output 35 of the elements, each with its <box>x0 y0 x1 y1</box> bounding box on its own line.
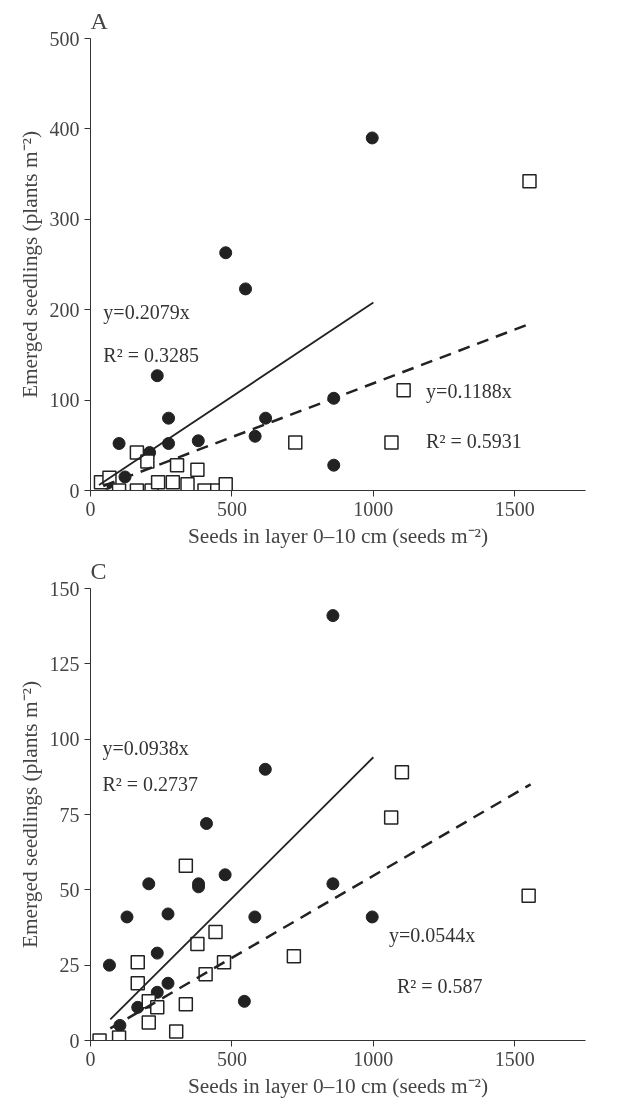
y-axis-title: Emerged seedlings (plants m⁻²) <box>17 680 42 949</box>
y-tick-label: 200 <box>49 298 80 321</box>
y-tick-label: 100 <box>49 389 80 412</box>
x-tick-label: 1000 <box>353 497 394 520</box>
x-tick-label: 500 <box>216 497 247 520</box>
x-tick-label: 1500 <box>494 497 535 520</box>
x-tick-label: 500 <box>216 1047 247 1070</box>
y-tick-label: 0 <box>69 1029 80 1052</box>
annotation: y=0.1188x <box>426 380 512 404</box>
annotation: R² = 0.3285 <box>103 343 199 366</box>
y-tick-label: 400 <box>49 117 80 140</box>
y-axis-title: Emerged seedlings (plants m⁻²) <box>17 130 42 399</box>
y-tick-label: 50 <box>59 878 80 901</box>
x-tick-label: 1000 <box>353 1047 394 1070</box>
annotation: R² = 0.5931 <box>426 429 522 452</box>
chart-title: C <box>90 557 107 584</box>
annotation: R² = 0.587 <box>396 975 483 998</box>
y-tick-label: 150 <box>49 577 80 600</box>
annotation: y=0.2079x <box>103 301 190 325</box>
chart-title: A <box>90 7 109 34</box>
y-tick-label: 75 <box>59 803 80 826</box>
y-tick-label: 300 <box>49 208 80 231</box>
annotation: y=0.0938x <box>102 737 189 761</box>
annotation: R² = 0.2737 <box>102 773 199 796</box>
y-tick-label: 0 <box>69 479 80 502</box>
x-axis-title: Seeds in layer 0–10 cm (seeds m⁻²) <box>187 1073 489 1098</box>
y-tick-label: 500 <box>49 27 80 50</box>
x-tick-label: 0 <box>85 1047 96 1070</box>
y-tick-label: 25 <box>59 954 80 977</box>
x-tick-label: 1500 <box>494 1047 535 1070</box>
annotation: y=0.0544x <box>388 924 476 948</box>
y-tick-label: 100 <box>49 728 80 751</box>
x-axis-title: Seeds in layer 0–10 cm (seeds m⁻²) <box>187 523 489 548</box>
y-tick-label: 125 <box>49 652 80 675</box>
x-tick-label: 0 <box>85 497 96 520</box>
